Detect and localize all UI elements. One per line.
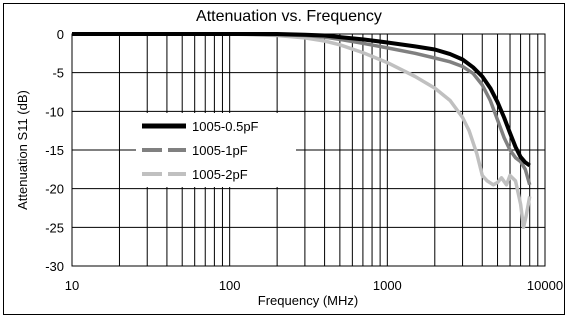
series-line-1005-0.5pF	[72, 32, 531, 168]
y-tick-label: -10	[45, 104, 64, 119]
tick-labels: 10 100 1000 10000 0 -5 -10 -15 -20 -25 -30	[45, 27, 563, 293]
x-tick-label: 10	[65, 278, 79, 293]
legend: 1005-0.5pF 1005-1pF 1005-2pF	[136, 113, 296, 187]
y-tick-label: -25	[45, 220, 64, 235]
y-tick-label: 0	[57, 27, 64, 42]
x-tick-label: 1000	[373, 278, 402, 293]
chart-title: Attenuation vs. Frequency	[196, 8, 382, 25]
legend-label: 1005-0.5pF	[192, 119, 259, 134]
y-tick-label: -30	[45, 259, 64, 274]
y-tick-label: -5	[52, 66, 64, 81]
legend-label: 1005-1pF	[192, 143, 248, 158]
legend-label: 1005-2pF	[192, 167, 248, 182]
y-tick-label: -15	[45, 143, 64, 158]
x-axis-label: Frequency (MHz)	[258, 293, 358, 308]
y-tick-label: -20	[45, 182, 64, 197]
series-layer	[72, 32, 532, 230]
x-tick-label: 100	[219, 278, 241, 293]
x-tick-label: 10000	[527, 278, 563, 293]
y-axis-label: Attenuation S11 (dB)	[15, 90, 30, 210]
